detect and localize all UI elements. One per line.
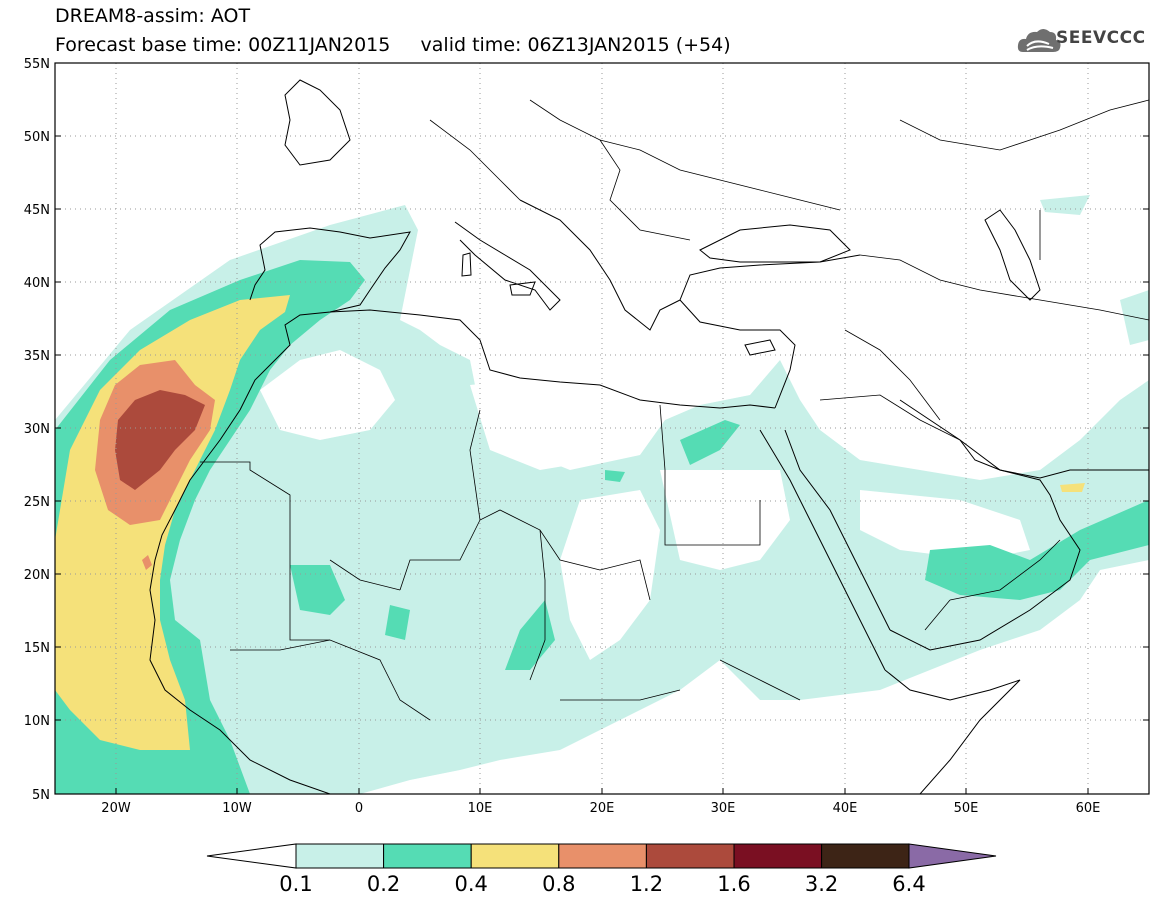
aot-0.2-region <box>925 500 1149 600</box>
lat-label: 20N <box>24 568 50 583</box>
lat-axis: 55N 50N 45N 40N 35N 30N 25N 20N 15N 10N … <box>24 57 1149 803</box>
lon-label: 50E <box>954 801 979 816</box>
colorbar-swatch <box>821 843 910 869</box>
lon-label: 20E <box>590 801 615 816</box>
map-title: DREAM8-assim: AOT <box>55 5 251 27</box>
colorbar-label: 0.4 <box>454 872 487 896</box>
aot-0.2-region <box>505 600 555 670</box>
colorbar-label: 6.4 <box>892 872 925 896</box>
aot-fields <box>55 63 1149 794</box>
lon-label: 30E <box>711 801 736 816</box>
colorbar-high-arrow <box>908 843 997 869</box>
lat-label: 35N <box>24 349 50 364</box>
aot-0.2-region <box>680 420 740 465</box>
colorbar-swatch <box>733 843 823 869</box>
lat-label: 10N <box>24 714 50 729</box>
colorbar-label: 0.1 <box>279 872 312 896</box>
lat-label: 25N <box>24 495 50 510</box>
colorbar-swatch <box>558 843 647 869</box>
lon-label: 0 <box>355 801 363 816</box>
aot-1.2-region <box>115 390 205 490</box>
lat-label: 15N <box>24 641 50 656</box>
coastlines <box>149 79 1149 794</box>
colorbar-swatch <box>470 843 560 869</box>
lon-axis: 20W 10W 0 10E 20E 30E 40E 50E 60E <box>101 788 1100 816</box>
lon-label: 20W <box>101 801 131 816</box>
aot-0.2-region <box>385 605 410 640</box>
aot-0.1-region <box>560 490 660 660</box>
colorbar-swatch <box>645 843 735 869</box>
colorbar-low-arrow <box>206 843 297 869</box>
aot-0.4-region <box>1060 483 1085 492</box>
colorbar-label: 0.2 <box>367 872 400 896</box>
logo-text: SEEVCCC <box>1056 28 1146 48</box>
lon-label: 10E <box>468 801 493 816</box>
colorbar-swatch <box>383 843 472 869</box>
lon-label: 40E <box>833 801 858 816</box>
lat-label: 40N <box>24 276 50 291</box>
cloud-icon <box>1017 29 1061 52</box>
lat-label: 55N <box>24 57 50 72</box>
forecast-time-label: Forecast base time: 00Z11JAN2015 valid t… <box>55 34 731 56</box>
colorbar-label: 3.2 <box>805 872 838 896</box>
aot-0.1-region <box>260 350 395 440</box>
colorbar-label: 0.8 <box>542 872 575 896</box>
colorbar: 0.1 0.2 0.4 0.8 1.2 1.6 3.2 6.4 <box>206 843 997 896</box>
lon-label: 10W <box>222 801 252 816</box>
aot-0.1-region <box>470 380 650 470</box>
lat-label: 5N <box>32 788 50 803</box>
aot-0.1-region <box>1040 195 1090 215</box>
aot-0.1-region <box>860 490 1030 560</box>
lat-label: 50N <box>24 130 50 145</box>
graticule <box>55 63 1149 794</box>
aot-0.2-region <box>605 470 625 482</box>
colorbar-label: 1.2 <box>630 872 663 896</box>
lat-label: 30N <box>24 422 50 437</box>
colorbar-label: 1.6 <box>717 872 750 896</box>
aot-0.8-region <box>142 555 152 570</box>
aot-0.2-region <box>290 565 345 615</box>
lat-label: 45N <box>24 203 50 218</box>
lon-label: 60E <box>1076 801 1101 816</box>
colorbar-swatch <box>295 843 385 869</box>
country-borders <box>200 99 1149 721</box>
aot-0.1-region <box>1120 290 1149 345</box>
